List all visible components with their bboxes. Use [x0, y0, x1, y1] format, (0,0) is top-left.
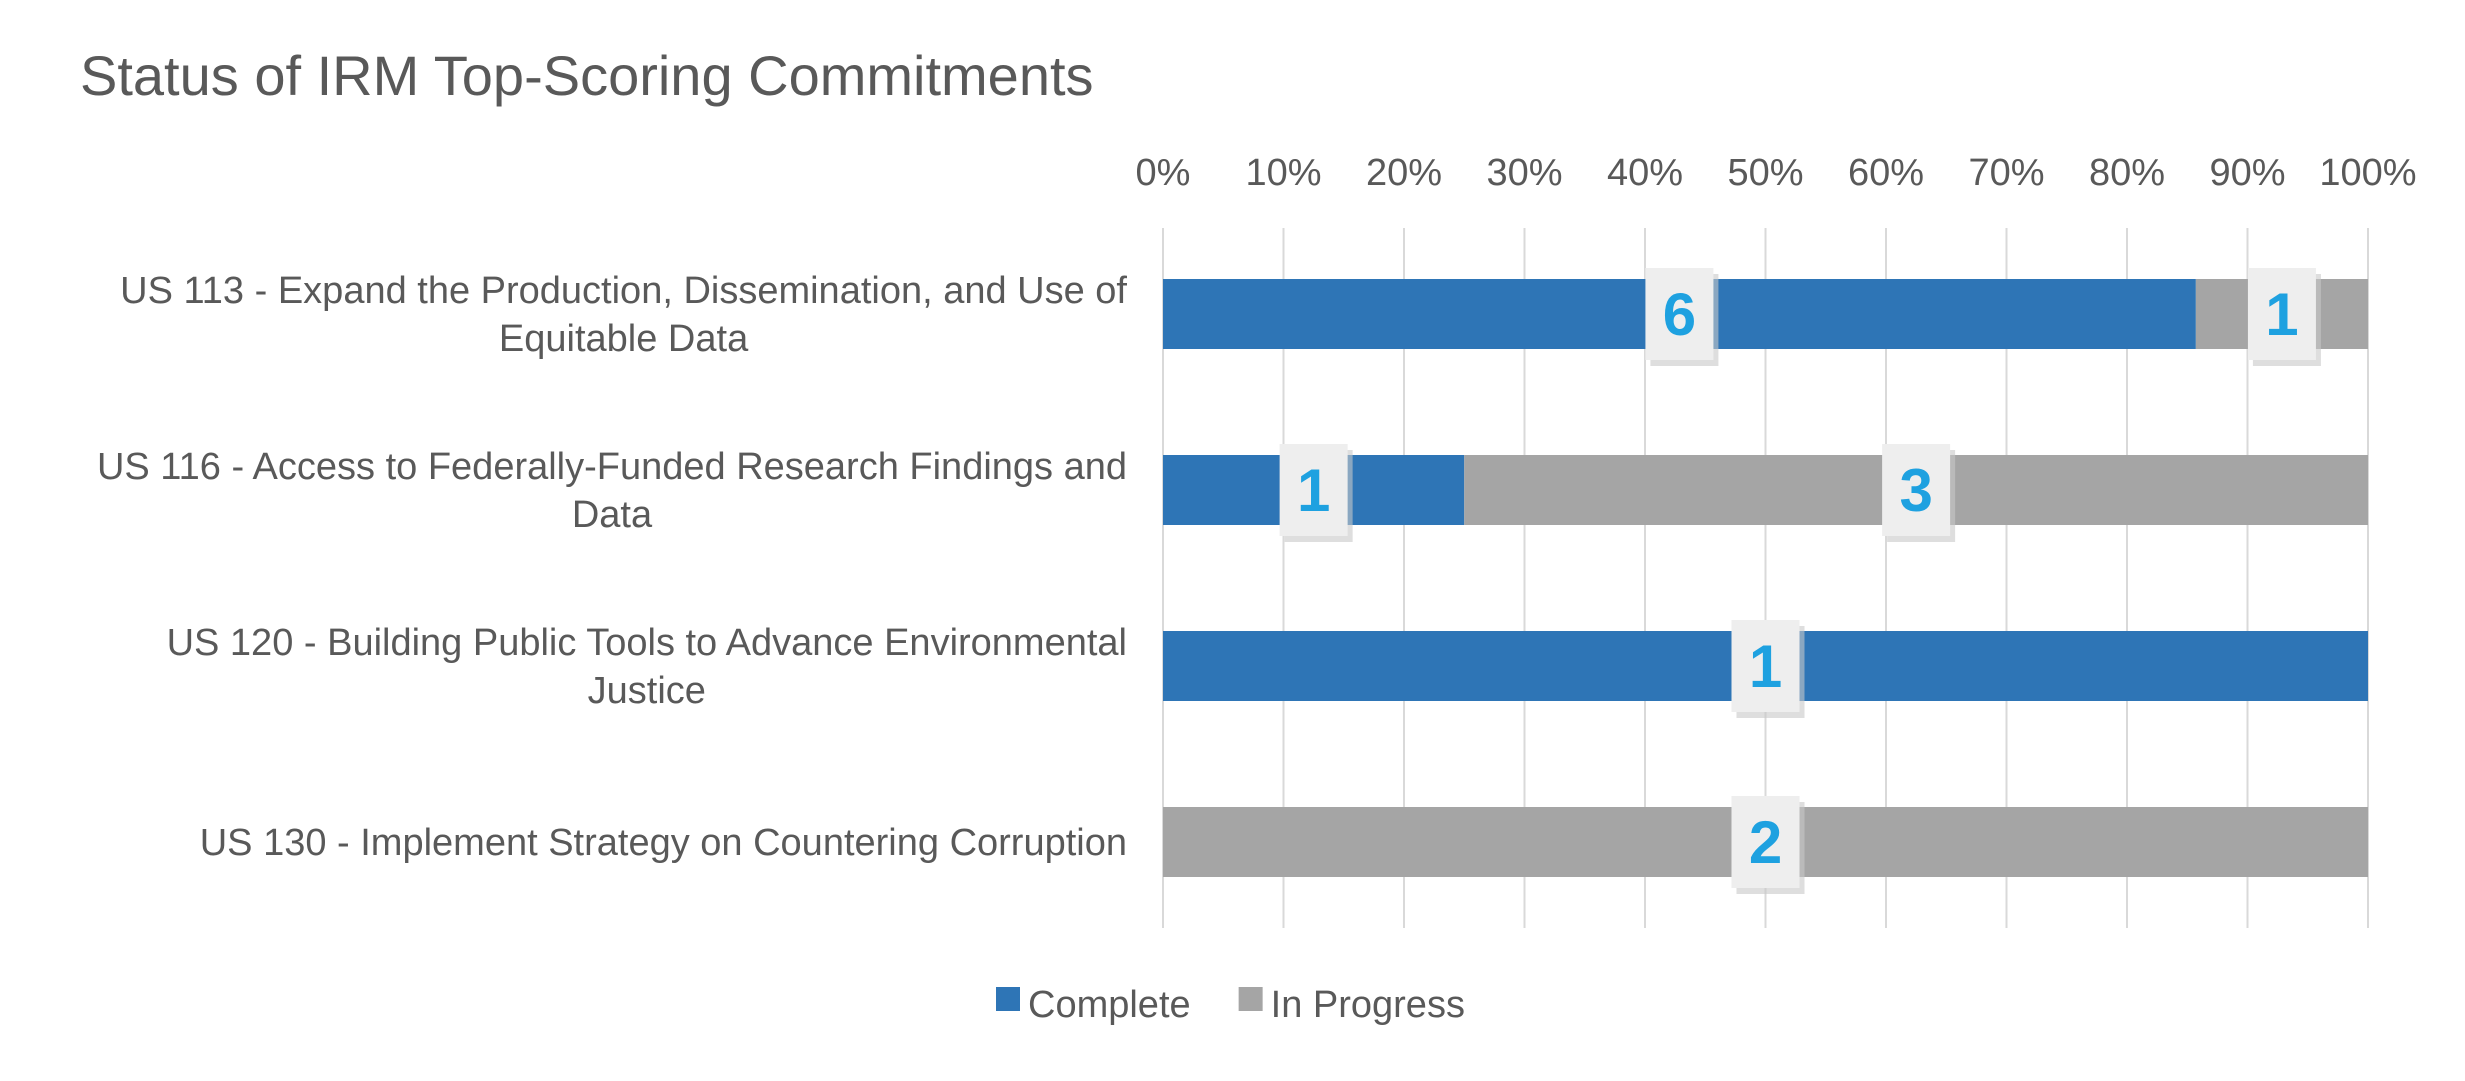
data-label: 6	[1645, 268, 1719, 366]
chart-title: Status of IRM Top-Scoring Commitments	[80, 44, 1094, 107]
legend-label: Complete	[1028, 984, 1191, 1026]
x-tick-label: 70%	[1968, 152, 2044, 194]
x-tick-label: 100%	[2319, 152, 2416, 194]
data-label-value: 1	[1297, 457, 1330, 524]
category-label-line: Data	[572, 494, 653, 536]
legend: Complete In Progress	[996, 984, 1465, 1026]
category-label: US 113 - Expand the Production, Dissemin…	[120, 270, 1127, 360]
x-tick-label: 10%	[1245, 152, 1321, 194]
data-label: 1	[1279, 444, 1353, 542]
data-labels: 6 1 1 3 1 2	[1279, 268, 2321, 894]
x-tick-label: 90%	[2209, 152, 2285, 194]
data-label-box	[1882, 444, 1951, 536]
data-label: 3	[1882, 444, 1956, 542]
legend-item: In Progress	[1238, 984, 1465, 1026]
x-tick-label: 40%	[1607, 152, 1683, 194]
data-label-value: 2	[1749, 809, 1782, 876]
category-label-line: US 130 - Implement Strategy on Counterin…	[200, 822, 1127, 864]
x-tick-label: 60%	[1848, 152, 1924, 194]
data-label-box	[1645, 268, 1714, 360]
category-label: US 130 - Implement Strategy on Counterin…	[200, 822, 1127, 864]
data-label-value: 3	[1899, 457, 1932, 524]
category-label-line: US 116 - Access to Federally-Funded Rese…	[97, 446, 1127, 488]
category-label-line: US 113 - Expand the Production, Dissemin…	[120, 270, 1127, 312]
data-label: 1	[1731, 620, 1805, 718]
x-axis-ticks: 0% 10% 20% 30% 40% 50% 60% 70% 80% 90% 100%	[1136, 152, 2417, 194]
category-label: US 120 - Building Public Tools to Advanc…	[167, 622, 1127, 712]
legend-item: Complete	[996, 984, 1191, 1026]
data-label-value: 1	[1749, 633, 1782, 700]
legend-swatch	[1238, 987, 1263, 1011]
category-label-line: Justice	[588, 670, 706, 712]
data-label-box	[1731, 620, 1800, 712]
x-tick-label: 20%	[1366, 152, 1442, 194]
data-label-box	[2247, 268, 2316, 360]
legend-label: In Progress	[1271, 984, 1465, 1026]
category-label: US 116 - Access to Federally-Funded Rese…	[97, 446, 1127, 536]
data-label-box	[1279, 444, 1348, 536]
x-tick-label: 80%	[2089, 152, 2165, 194]
category-label-line: Equitable Data	[499, 318, 749, 360]
x-tick-label: 30%	[1486, 152, 1562, 194]
data-label-value: 1	[2265, 281, 2298, 348]
x-tick-label: 0%	[1136, 152, 1191, 194]
category-labels: US 113 - Expand the Production, Dissemin…	[97, 270, 1127, 864]
legend-swatch	[996, 987, 1020, 1011]
data-label: 1	[2247, 268, 2321, 366]
data-label-value: 6	[1663, 281, 1696, 348]
data-label-box	[1731, 796, 1800, 888]
category-label-line: US 120 - Building Public Tools to Advanc…	[167, 622, 1127, 664]
data-label: 2	[1731, 796, 1805, 894]
x-tick-label: 50%	[1727, 152, 1803, 194]
